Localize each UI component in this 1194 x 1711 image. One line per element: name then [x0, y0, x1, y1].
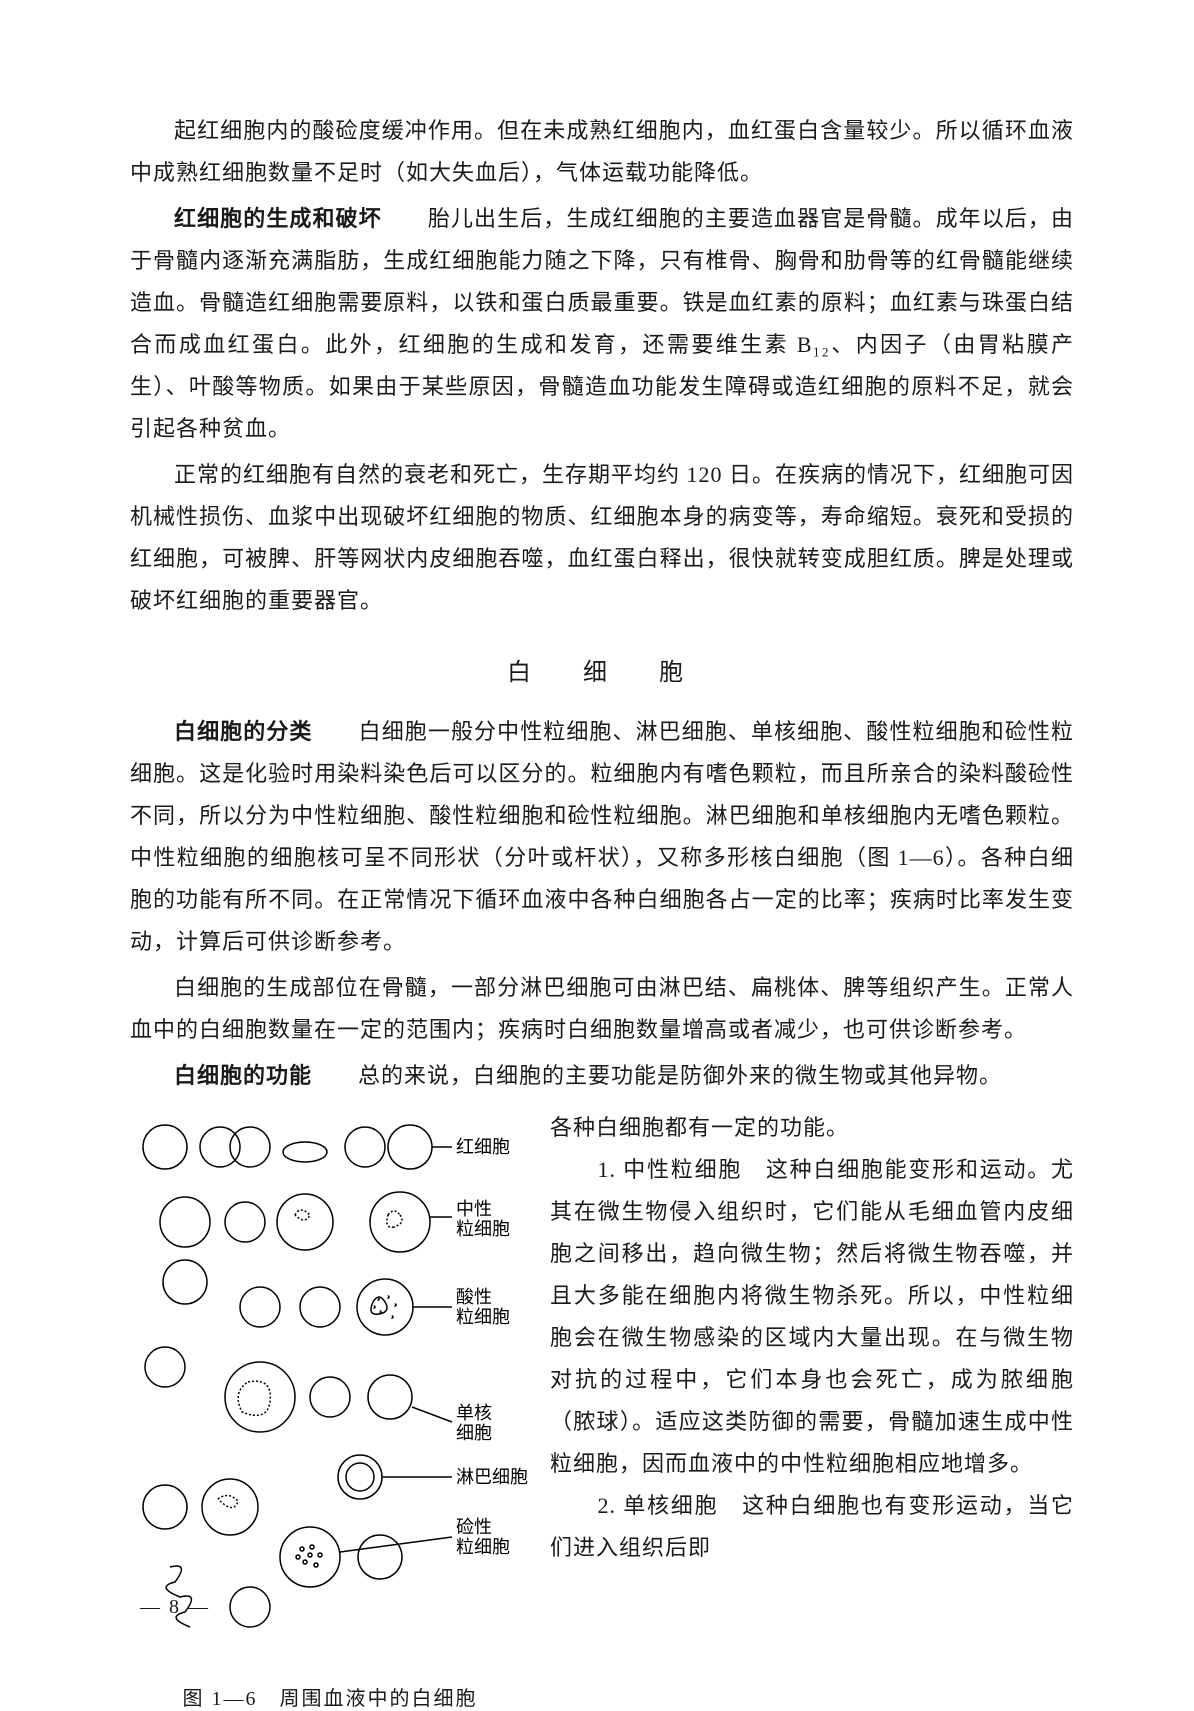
label-eos-2: 粒细胞 — [456, 1307, 510, 1327]
label-mono-1: 单核 — [456, 1403, 492, 1423]
wbc-class-body: 白细胞一般分中性粒细胞、淋巴细胞、单核细胞、酸性粒细胞和硷性粒细胞。这是化验时用… — [130, 719, 1074, 954]
blood-cells-diagram: 红细胞 中性 粒细胞 — [130, 1107, 530, 1667]
figure-caption: 图 1—6 周围血液中的白细胞 — [130, 1682, 530, 1711]
section-title-wbc: 白 细 胞 — [130, 652, 1074, 687]
wbc-func-body: 总的来说，白细胞的主要功能是防御外来的微生物或其他异物。 — [312, 1063, 1002, 1088]
label-mono-2: 细胞 — [456, 1423, 492, 1443]
paragraph-1: 起红细胞内的酸硷度缓冲作用。但在未成熟红细胞内，血红蛋白含量较少。所以循环血液中… — [130, 110, 1074, 194]
label-neutro-2: 粒细胞 — [456, 1219, 510, 1239]
right-para-2: 1. 中性粒细胞 这种白细胞能变形和运动。尤其在微生物侵入组织时，它们能从毛细血… — [550, 1149, 1074, 1485]
paragraph-2: 红细胞的生成和破坏 胎儿出生后，生成红细胞的主要造血器官是骨髓。成年以后，由于骨… — [130, 198, 1074, 450]
rbc-label: 红细胞的生成和破坏 — [174, 206, 382, 231]
wbc-class-label: 白细胞的分类 — [174, 719, 312, 744]
figure-left: 红细胞 中性 粒细胞 — [130, 1107, 550, 1711]
right-para-3: 2. 单核细胞 这种白细胞也有变形运动，当它们进入组织后即 — [550, 1485, 1074, 1569]
label-baso-1: 硷性 — [456, 1517, 492, 1537]
label-eos-1: 酸性 — [456, 1287, 492, 1307]
wbc-func-label: 白细胞的功能 — [174, 1063, 312, 1088]
right-para-1: 各种白细胞都有一定的功能。 — [550, 1107, 1074, 1149]
paragraph-3: 正常的红细胞有自然的衰老和死亡，生存期平均约 120 日。在疾病的情况下，红细胞… — [130, 454, 1074, 622]
figure-area: 红细胞 中性 粒细胞 — [130, 1107, 1074, 1711]
label-rbc: 红细胞 — [456, 1137, 510, 1157]
page-number: — 8 — — [140, 1596, 210, 1619]
paragraph-5: 白细胞的生成部位在骨髓，一部分淋巴细胞可由淋巴结、扁桃体、脾等组织产生。正常人血… — [130, 967, 1074, 1051]
label-neutro-1: 中性 — [456, 1199, 492, 1219]
figure-right-text: 各种白细胞都有一定的功能。 1. 中性粒细胞 这种白细胞能变形和运动。尤其在微生… — [550, 1107, 1074, 1711]
label-lymph: 淋巴细胞 — [456, 1467, 528, 1487]
paragraph-4: 白细胞的分类 白细胞一般分中性粒细胞、淋巴细胞、单核细胞、酸性粒细胞和硷性粒细胞… — [130, 711, 1074, 963]
label-baso-2: 粒细胞 — [456, 1537, 510, 1557]
page: 起红细胞内的酸硷度缓冲作用。但在未成熟红细胞内，血红蛋白含量较少。所以循环血液中… — [0, 0, 1194, 1669]
paragraph-6: 白细胞的功能 总的来说，白细胞的主要功能是防御外来的微生物或其他异物。 — [130, 1055, 1074, 1097]
rbc-body: 胎儿出生后，生成红细胞的主要造血器官是骨髓。成年以后，由于骨髓内逐渐充满脂肪，生… — [130, 206, 1074, 441]
